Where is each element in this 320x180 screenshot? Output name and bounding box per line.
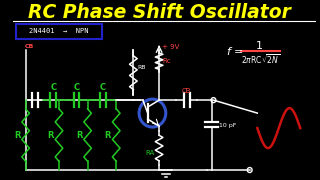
Text: + 9V: + 9V	[162, 44, 179, 50]
Text: RA: RA	[145, 150, 154, 156]
Text: R: R	[104, 130, 111, 140]
Text: C: C	[74, 83, 80, 92]
Text: C: C	[50, 83, 56, 92]
Text: 1: 1	[256, 41, 263, 51]
Text: CB: CB	[25, 44, 34, 49]
Text: RC Phase Shift Oscillator: RC Phase Shift Oscillator	[28, 3, 291, 22]
Text: R: R	[76, 130, 82, 140]
Text: 10 pF: 10 pF	[219, 123, 236, 128]
Text: R: R	[14, 130, 20, 140]
Text: Rc: Rc	[162, 58, 171, 64]
Text: R: R	[47, 130, 54, 140]
Text: CB: CB	[182, 88, 191, 94]
Text: 2N4401  →  NPN: 2N4401 → NPN	[29, 28, 89, 34]
Text: C: C	[100, 83, 106, 92]
Text: =: =	[234, 47, 243, 57]
Text: f: f	[226, 47, 230, 57]
Text: RB: RB	[137, 65, 146, 70]
Text: 2$\pi$RC$\sqrt{2N}$: 2$\pi$RC$\sqrt{2N}$	[241, 52, 280, 66]
